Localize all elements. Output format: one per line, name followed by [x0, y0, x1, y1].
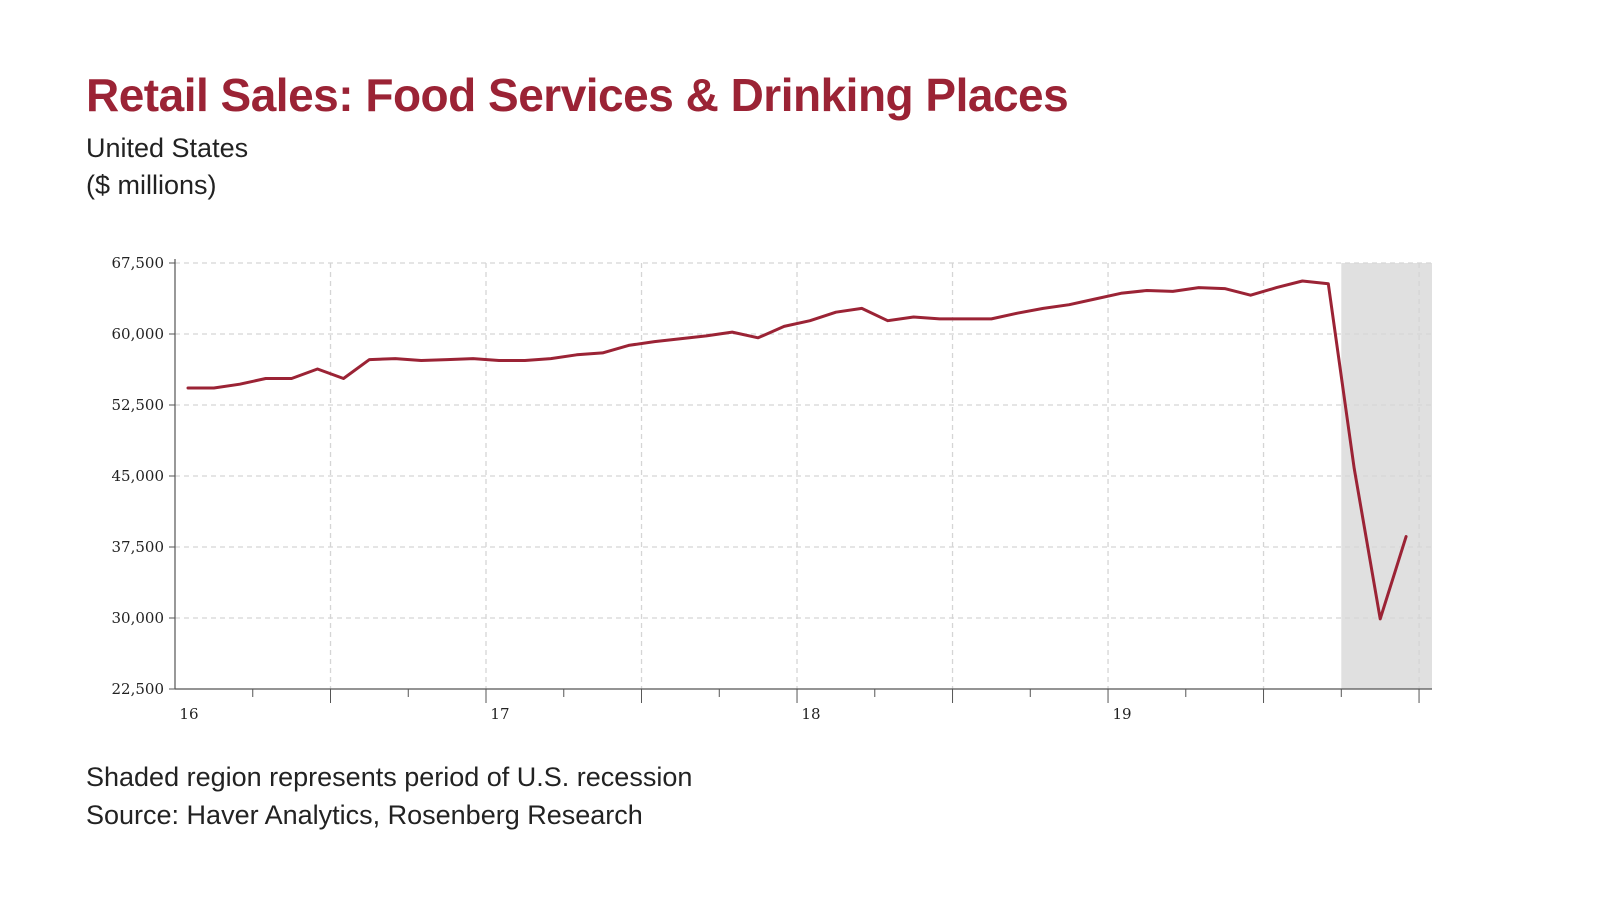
axis-layer — [169, 259, 1432, 703]
chart-units: ($ millions) — [86, 170, 217, 200]
grid-layer — [175, 262, 1432, 689]
y-tick-label: 30,000 — [112, 609, 165, 627]
x-tick-label: 16 — [179, 705, 198, 723]
y-tick-label: 45,000 — [112, 467, 165, 485]
chart-title: Retail Sales: Food Services & Drinking P… — [86, 69, 1069, 121]
series-layer — [186, 279, 1408, 621]
recession-footnote: Shaded region represents period of U.S. … — [86, 762, 693, 792]
y-tick-label: 37,500 — [112, 538, 165, 556]
x-tick-label: 17 — [490, 705, 509, 723]
series-line — [186, 279, 1408, 621]
tick-label-layer: 67,500 60,000 52,500 45,000 37,500 30,000 22,5… — [112, 254, 1132, 723]
y-tick-label: 67,500 — [112, 254, 165, 272]
y-tick-label: 52,500 — [112, 396, 165, 414]
x-tick-label: 19 — [1112, 705, 1131, 723]
chart-subtitle: United States — [86, 133, 249, 163]
y-tick-label: 60,000 — [112, 325, 165, 343]
y-tick-label: 22,500 — [112, 680, 165, 698]
x-tick-label: 18 — [801, 705, 820, 723]
source-note: Source: Haver Analytics, Rosenberg Resea… — [86, 800, 643, 830]
